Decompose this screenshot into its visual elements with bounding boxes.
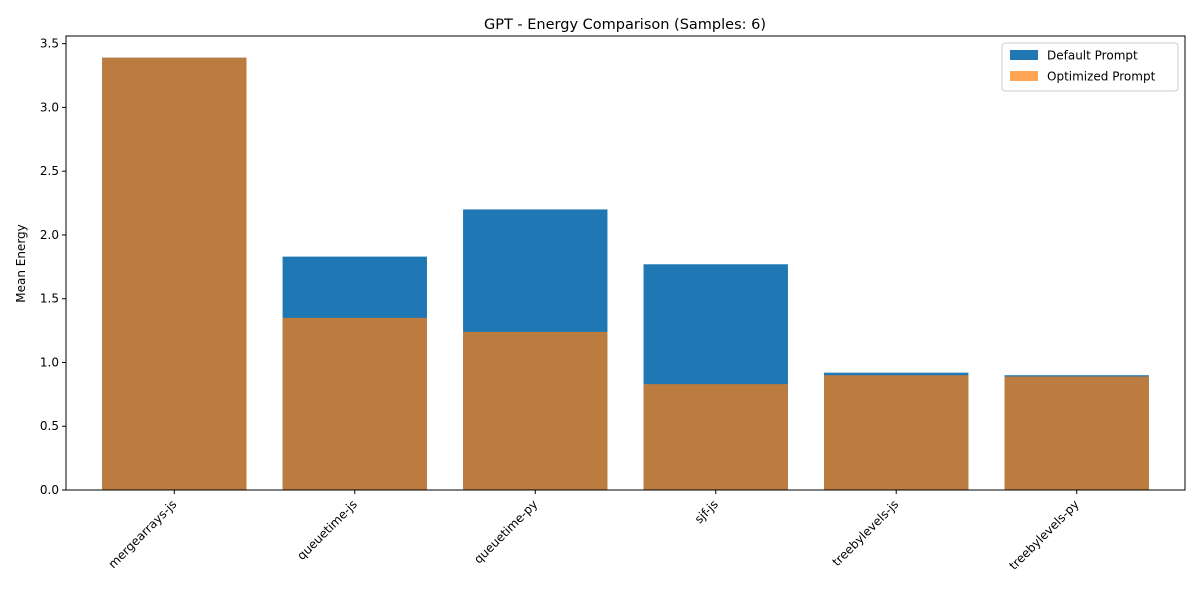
x-tick-label: queuetime-py [471,497,540,566]
legend-swatch-default [1010,50,1038,60]
bar-optimized-queuetime-py [463,331,608,490]
y-axis-label: Mean Energy [14,224,28,303]
legend: Default Prompt Optimized Prompt [1001,42,1179,92]
bar-optimized-sjf-js [643,384,788,490]
chart-title: GPT - Energy Comparison (Samples: 6) [484,17,766,33]
y-tick-label: 2.0 [40,228,59,242]
plot-frame [65,35,1186,491]
x-tick-label: mergearrays-js [106,497,180,571]
legend-frame [1001,42,1179,92]
y-tick-label: 1.5 [40,292,59,306]
bar-optimized-queuetime-js [282,317,427,490]
legend-swatch-optimized [1010,71,1038,81]
y-tick-label: 3.5 [40,37,59,51]
bar-optimized-treebylevels-js [824,375,969,490]
y-tick-label: 0.5 [40,419,59,433]
y-tick-label: 3.0 [40,100,59,114]
x-tick-label: treebylevels-js [830,497,902,569]
y-tick-label: 1.0 [40,355,59,369]
x-tick-label: sjf-js [692,497,721,526]
y-tick-label: 0.0 [40,483,59,497]
x-tick-label: queuetime-js [294,497,359,562]
legend-label-optimized: Optimized Prompt [1047,70,1156,84]
bars-layer [102,57,1149,490]
bar-optimized-mergearrays-js [102,57,247,490]
x-tick-label: treebylevels-py [1006,497,1081,572]
legend-label-default: Default Prompt [1047,49,1138,63]
bar-optimized-treebylevels-py [1004,376,1149,490]
y-tick-label: 2.5 [40,164,59,178]
